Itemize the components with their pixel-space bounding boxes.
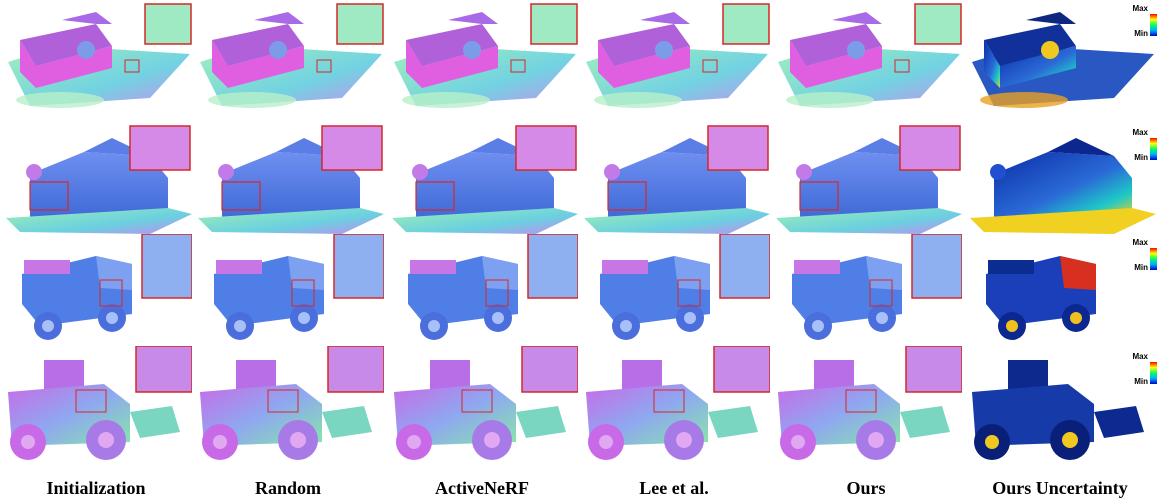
column-label-ours: Ours bbox=[846, 478, 886, 498]
uncertainty-map-barn-front bbox=[964, 2, 1156, 120]
column-label-activenerf: ActiveNeRF bbox=[435, 478, 529, 498]
colorbar-min-label: Min bbox=[1134, 263, 1148, 272]
colorbar: Max Min bbox=[1120, 4, 1160, 44]
normal-map-barn-front bbox=[578, 2, 770, 120]
normal-map-barn-side bbox=[578, 122, 770, 240]
colorbar-min-label: Min bbox=[1134, 29, 1148, 38]
colorbar-max-label: Max bbox=[1132, 128, 1148, 137]
colorbar-gradient bbox=[1150, 138, 1157, 160]
normal-map-truck bbox=[578, 234, 770, 352]
colorbar-gradient bbox=[1150, 362, 1157, 384]
normal-map-loader bbox=[770, 346, 962, 464]
colorbar: Max Min bbox=[1120, 238, 1160, 278]
colorbar-max-label: Max bbox=[1132, 352, 1148, 361]
normal-map-loader bbox=[0, 346, 192, 464]
normal-map-barn-side bbox=[386, 122, 578, 240]
colorbar-gradient bbox=[1150, 14, 1157, 36]
normal-map-truck bbox=[770, 234, 962, 352]
column-label-lee-et-al: Lee et al. bbox=[639, 478, 709, 498]
normal-map-barn-front bbox=[192, 2, 384, 120]
normal-map-barn-front bbox=[770, 2, 962, 120]
colorbar-gradient bbox=[1150, 248, 1157, 270]
normal-map-loader bbox=[386, 346, 578, 464]
column-label-initialization: Initialization bbox=[46, 478, 146, 498]
normal-map-loader bbox=[192, 346, 384, 464]
normal-map-barn-front bbox=[386, 2, 578, 120]
normal-map-barn-side bbox=[0, 122, 192, 240]
normal-map-barn-side bbox=[192, 122, 384, 240]
uncertainty-map-barn-side bbox=[964, 122, 1156, 240]
uncertainty-map-loader bbox=[964, 346, 1156, 464]
uncertainty-map-truck bbox=[964, 234, 1156, 352]
normal-map-barn-front bbox=[0, 2, 192, 120]
normal-map-truck bbox=[386, 234, 578, 352]
normal-map-truck bbox=[0, 234, 192, 352]
colorbar-min-label: Min bbox=[1134, 377, 1148, 386]
normal-map-loader bbox=[578, 346, 770, 464]
normal-map-barn-side bbox=[770, 122, 962, 240]
normal-map-truck bbox=[192, 234, 384, 352]
colorbar: Max Min bbox=[1120, 352, 1160, 392]
colorbar-max-label: Max bbox=[1132, 238, 1148, 247]
colorbar-min-label: Min bbox=[1134, 153, 1148, 162]
column-label-ours-uncertainty: Ours Uncertainty bbox=[992, 478, 1128, 498]
column-label-random: Random bbox=[254, 478, 321, 498]
colorbar: Max Min bbox=[1120, 128, 1160, 168]
colorbar-max-label: Max bbox=[1132, 4, 1148, 13]
